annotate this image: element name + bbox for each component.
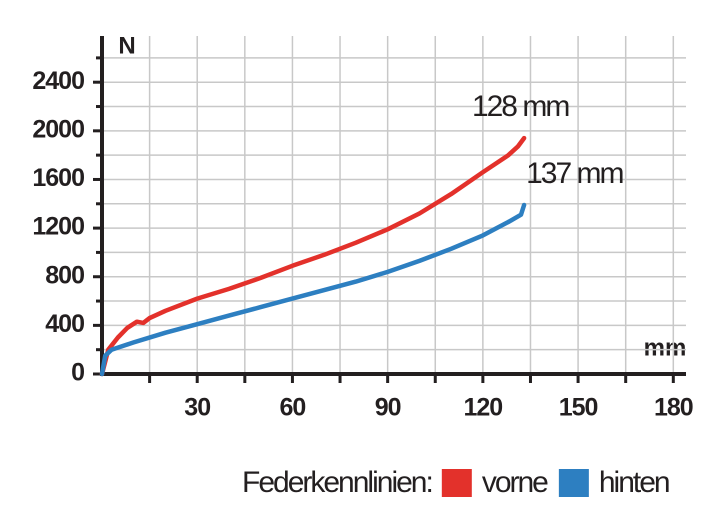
x-tick-label: 180 <box>654 394 693 422</box>
legend-swatch <box>558 469 589 497</box>
data-line <box>99 202 527 377</box>
legend-title: Federkennlinien: <box>242 466 432 499</box>
x-tick-label: 60 <box>280 394 306 422</box>
y-tick-label: 0 <box>71 359 84 387</box>
end-label: 128 mm <box>472 90 569 123</box>
y-tick-label: 2000 <box>32 115 84 143</box>
legend-label: vorne <box>482 466 548 499</box>
x-tick-label: 120 <box>464 394 503 422</box>
legend-label: hinten <box>599 466 669 499</box>
y-tick-label: 1600 <box>32 164 84 192</box>
x-axis-label: mm <box>644 334 687 361</box>
y-tick-label: 2400 <box>32 67 84 95</box>
y-tick-label: 1200 <box>32 213 84 241</box>
x-tick-label: 90 <box>375 394 401 422</box>
x-tick-label: 30 <box>184 394 210 422</box>
x-tick-label: 150 <box>559 394 598 422</box>
legend-swatch <box>441 469 472 497</box>
data-line <box>99 135 527 377</box>
end-label: 137 mm <box>526 157 623 190</box>
legend: Federkennlinien: vorne hinten <box>242 466 671 499</box>
y-axis-label: N <box>118 32 135 59</box>
y-tick-label: 400 <box>45 310 84 338</box>
y-tick-label: 800 <box>45 261 84 289</box>
